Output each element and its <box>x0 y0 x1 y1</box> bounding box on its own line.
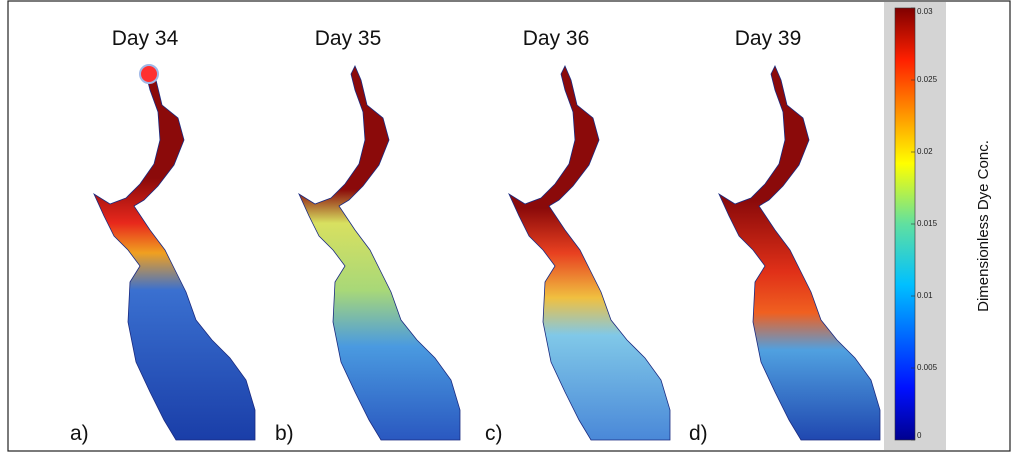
map-panel <box>93 65 256 441</box>
estuary-map <box>718 65 881 441</box>
estuary-map <box>508 65 671 441</box>
estuary-map <box>298 65 461 441</box>
panel-label: b) <box>275 422 294 445</box>
map-panel <box>508 65 671 441</box>
frame <box>7 0 1011 452</box>
panel-title: Day 36 <box>523 27 590 50</box>
panel-label: c) <box>485 422 503 445</box>
estuary-map <box>93 65 256 441</box>
panel-label: d) <box>689 422 708 445</box>
colorbar-label: Dimensionless Dye Conc. <box>975 140 992 312</box>
map-panel <box>718 65 881 441</box>
colorbar-tick-label: 0 <box>917 431 922 440</box>
colorbar-tick-label: 0.025 <box>917 75 938 84</box>
panel-title: Day 34 <box>112 27 179 50</box>
map-panel <box>298 65 461 441</box>
panel-label: a) <box>70 422 89 445</box>
panel-title: Day 35 <box>315 27 382 50</box>
colorbar-tick-label: 0.015 <box>917 219 938 228</box>
colorbar-tick-label: 0.005 <box>917 363 938 372</box>
colorbar-tick-label: 0.02 <box>917 147 933 156</box>
colorbar-tick-label: 0.01 <box>917 291 933 300</box>
panel-title: Day 39 <box>735 27 802 50</box>
panels: Day 34 a) Day 35 b) Day 36 c) Day 39 d) <box>70 27 881 445</box>
colorbar-tick-label: 0.03 <box>917 7 933 16</box>
release-point <box>139 64 159 84</box>
